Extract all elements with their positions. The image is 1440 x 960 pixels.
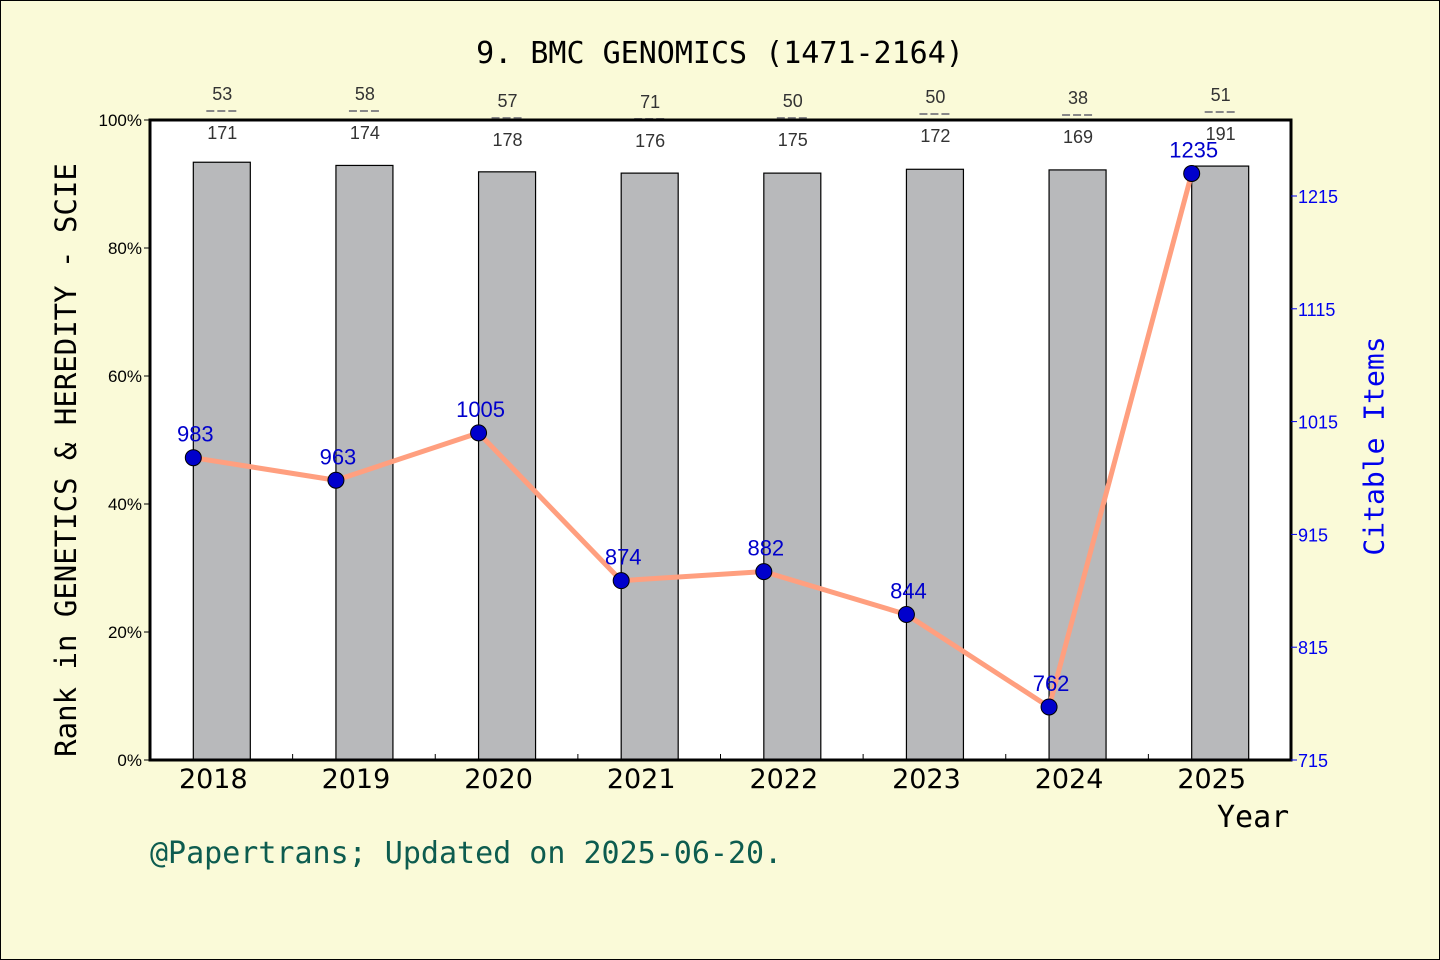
data-point-marker — [184, 449, 202, 467]
right-tick-label: 915 — [1298, 525, 1328, 545]
rank-value: 58 — [355, 84, 375, 104]
data-point-marker — [327, 471, 345, 489]
x-tick-label-2024: 2024 — [1035, 764, 1104, 795]
rank-value: 51 — [1211, 85, 1231, 105]
total-value: 191 — [1206, 124, 1236, 144]
x-tick-label-2023: 2023 — [892, 764, 961, 795]
left-tick-label: 100% — [99, 111, 142, 130]
rank-value: 53 — [212, 84, 232, 104]
rank-value: 50 — [925, 87, 945, 107]
data-point-label: 1005 — [456, 397, 505, 422]
left-tick-label: 60% — [108, 367, 142, 386]
bar-2023 — [905, 168, 965, 761]
data-point-marker — [470, 424, 488, 442]
right-tick-label: 1115 — [1298, 300, 1335, 320]
left-tick-label: 0% — [117, 751, 142, 770]
left-tick-label: 20% — [108, 623, 142, 642]
total-value: 169 — [1063, 127, 1093, 147]
right-tick-label: 1215 — [1298, 187, 1338, 207]
data-point-label: 882 — [747, 536, 784, 561]
data-point-label: 963 — [320, 444, 357, 469]
citable-items-line — [192, 172, 1195, 711]
data-point-marker — [755, 563, 773, 581]
bar-2022 — [763, 172, 822, 761]
x-tick-label-2025: 2025 — [1177, 764, 1246, 795]
rank-value: 50 — [783, 91, 803, 111]
data-point-marker — [1040, 698, 1058, 716]
rank-value: 38 — [1068, 88, 1088, 108]
x-tick-label-2018: 2018 — [179, 764, 248, 795]
x-tick-label-2022: 2022 — [749, 764, 818, 795]
data-point-label: 874 — [605, 545, 642, 570]
data-point-label: 844 — [890, 578, 927, 603]
bar-2025 — [1191, 165, 1250, 761]
total-value: 172 — [920, 126, 950, 146]
right-tick-label: 815 — [1298, 638, 1328, 658]
data-point-marker — [1183, 164, 1201, 182]
bar-2021 — [620, 172, 679, 761]
rank-value: 57 — [498, 91, 518, 111]
right-tick-label: 1015 — [1298, 413, 1338, 433]
rank-value: 71 — [640, 92, 660, 112]
data-point-label: 1235 — [1169, 137, 1218, 162]
right-tick-label: 715 — [1298, 751, 1328, 771]
chart-title: 9. BMC GENOMICS (1471-2164) — [476, 36, 964, 71]
x-tick-label-2020: 2020 — [464, 764, 533, 795]
footer-credit: @Papertrans; Updated on 2025-06-20. — [150, 836, 783, 871]
total-value: 178 — [493, 130, 523, 150]
x-axis-label: Year — [1217, 800, 1290, 835]
total-value: 174 — [350, 123, 380, 143]
data-point-label: 983 — [177, 422, 214, 447]
total-value: 176 — [635, 131, 665, 151]
data-point-marker — [612, 572, 630, 590]
total-value: 175 — [778, 130, 808, 150]
total-value: 171 — [207, 123, 237, 143]
x-tick-label-2021: 2021 — [607, 764, 676, 795]
data-point-marker — [897, 605, 915, 623]
x-tick-label-2019: 2019 — [322, 764, 391, 795]
left-tick-label: 80% — [108, 239, 142, 258]
data-point-label: 762 — [1033, 671, 1070, 696]
left-tick-label: 40% — [108, 495, 142, 514]
